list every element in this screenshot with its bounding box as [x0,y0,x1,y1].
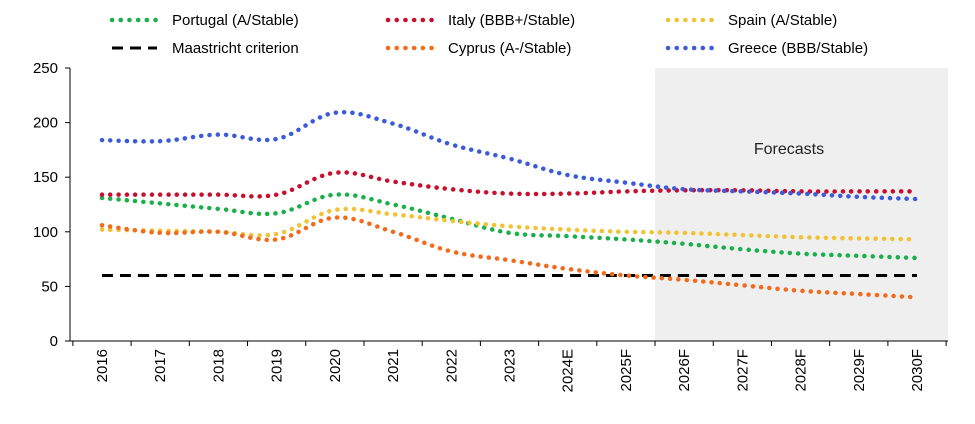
legend-item: Portugal (A/Stable) [109,12,299,29]
legend-label: Italy (BBB+/Stable) [448,12,575,29]
x-tick-label: 2023 [502,349,519,382]
forecast-shading [655,68,948,341]
y-tick-label: 150 [33,169,58,186]
x-tick-label: 2021 [385,349,402,382]
x-tick-label: 2019 [269,349,286,382]
legend-item: Italy (BBB+/Stable) [385,12,575,29]
series-line [99,170,920,199]
x-tick-label: 2018 [210,349,227,382]
y-tick-label: 200 [33,115,58,132]
y-tick-label: 250 [33,60,58,77]
legend-item: Cyprus (A-/Stable) [385,40,571,57]
x-tick-label: 2016 [94,349,111,382]
y-tick-label: 100 [33,224,58,241]
legend-item: Greece (BBB/Stable) [665,40,868,57]
legend-item: Spain (A/Stable) [665,12,837,29]
chart-series [99,109,920,300]
series-line [99,192,920,261]
x-tick-label: 2029F [851,349,868,392]
series-line [99,109,920,202]
legend-item: Maastricht criterion [112,40,299,57]
forecast-annotation: Forecasts [754,141,824,158]
y-tick-label: 50 [41,278,58,295]
x-tick-label: 2022 [443,349,460,382]
x-tick-label: 2028F [793,349,810,392]
y-tick-label: 0 [50,333,58,350]
legend-label: Maastricht criterion [172,40,299,57]
x-tick-label: 2025F [618,349,635,392]
forecast-region: Forecasts [655,68,948,341]
legend-label: Greece (BBB/Stable) [728,40,868,57]
x-tick-label: 2027F [734,349,751,392]
x-tick-label: 2030F [909,349,926,392]
x-tick-label: 2020 [327,349,344,382]
x-tick-label: 2017 [152,349,169,382]
legend-label: Cyprus (A-/Stable) [448,40,571,57]
x-tick-label: 2026F [676,349,693,392]
series-line [99,206,920,242]
chart-axes: 0 50 100 150 200 250 2016 2017 2018 2019 2020 2021 2… [33,60,948,392]
legend-label: Portugal (A/Stable) [172,12,299,29]
x-tick-label: 2024E [560,349,577,392]
legend-label: Spain (A/Stable) [728,12,837,29]
chart-legend: Portugal (A/Stable) Italy (BBB+/Stable) Sp… [109,12,868,57]
